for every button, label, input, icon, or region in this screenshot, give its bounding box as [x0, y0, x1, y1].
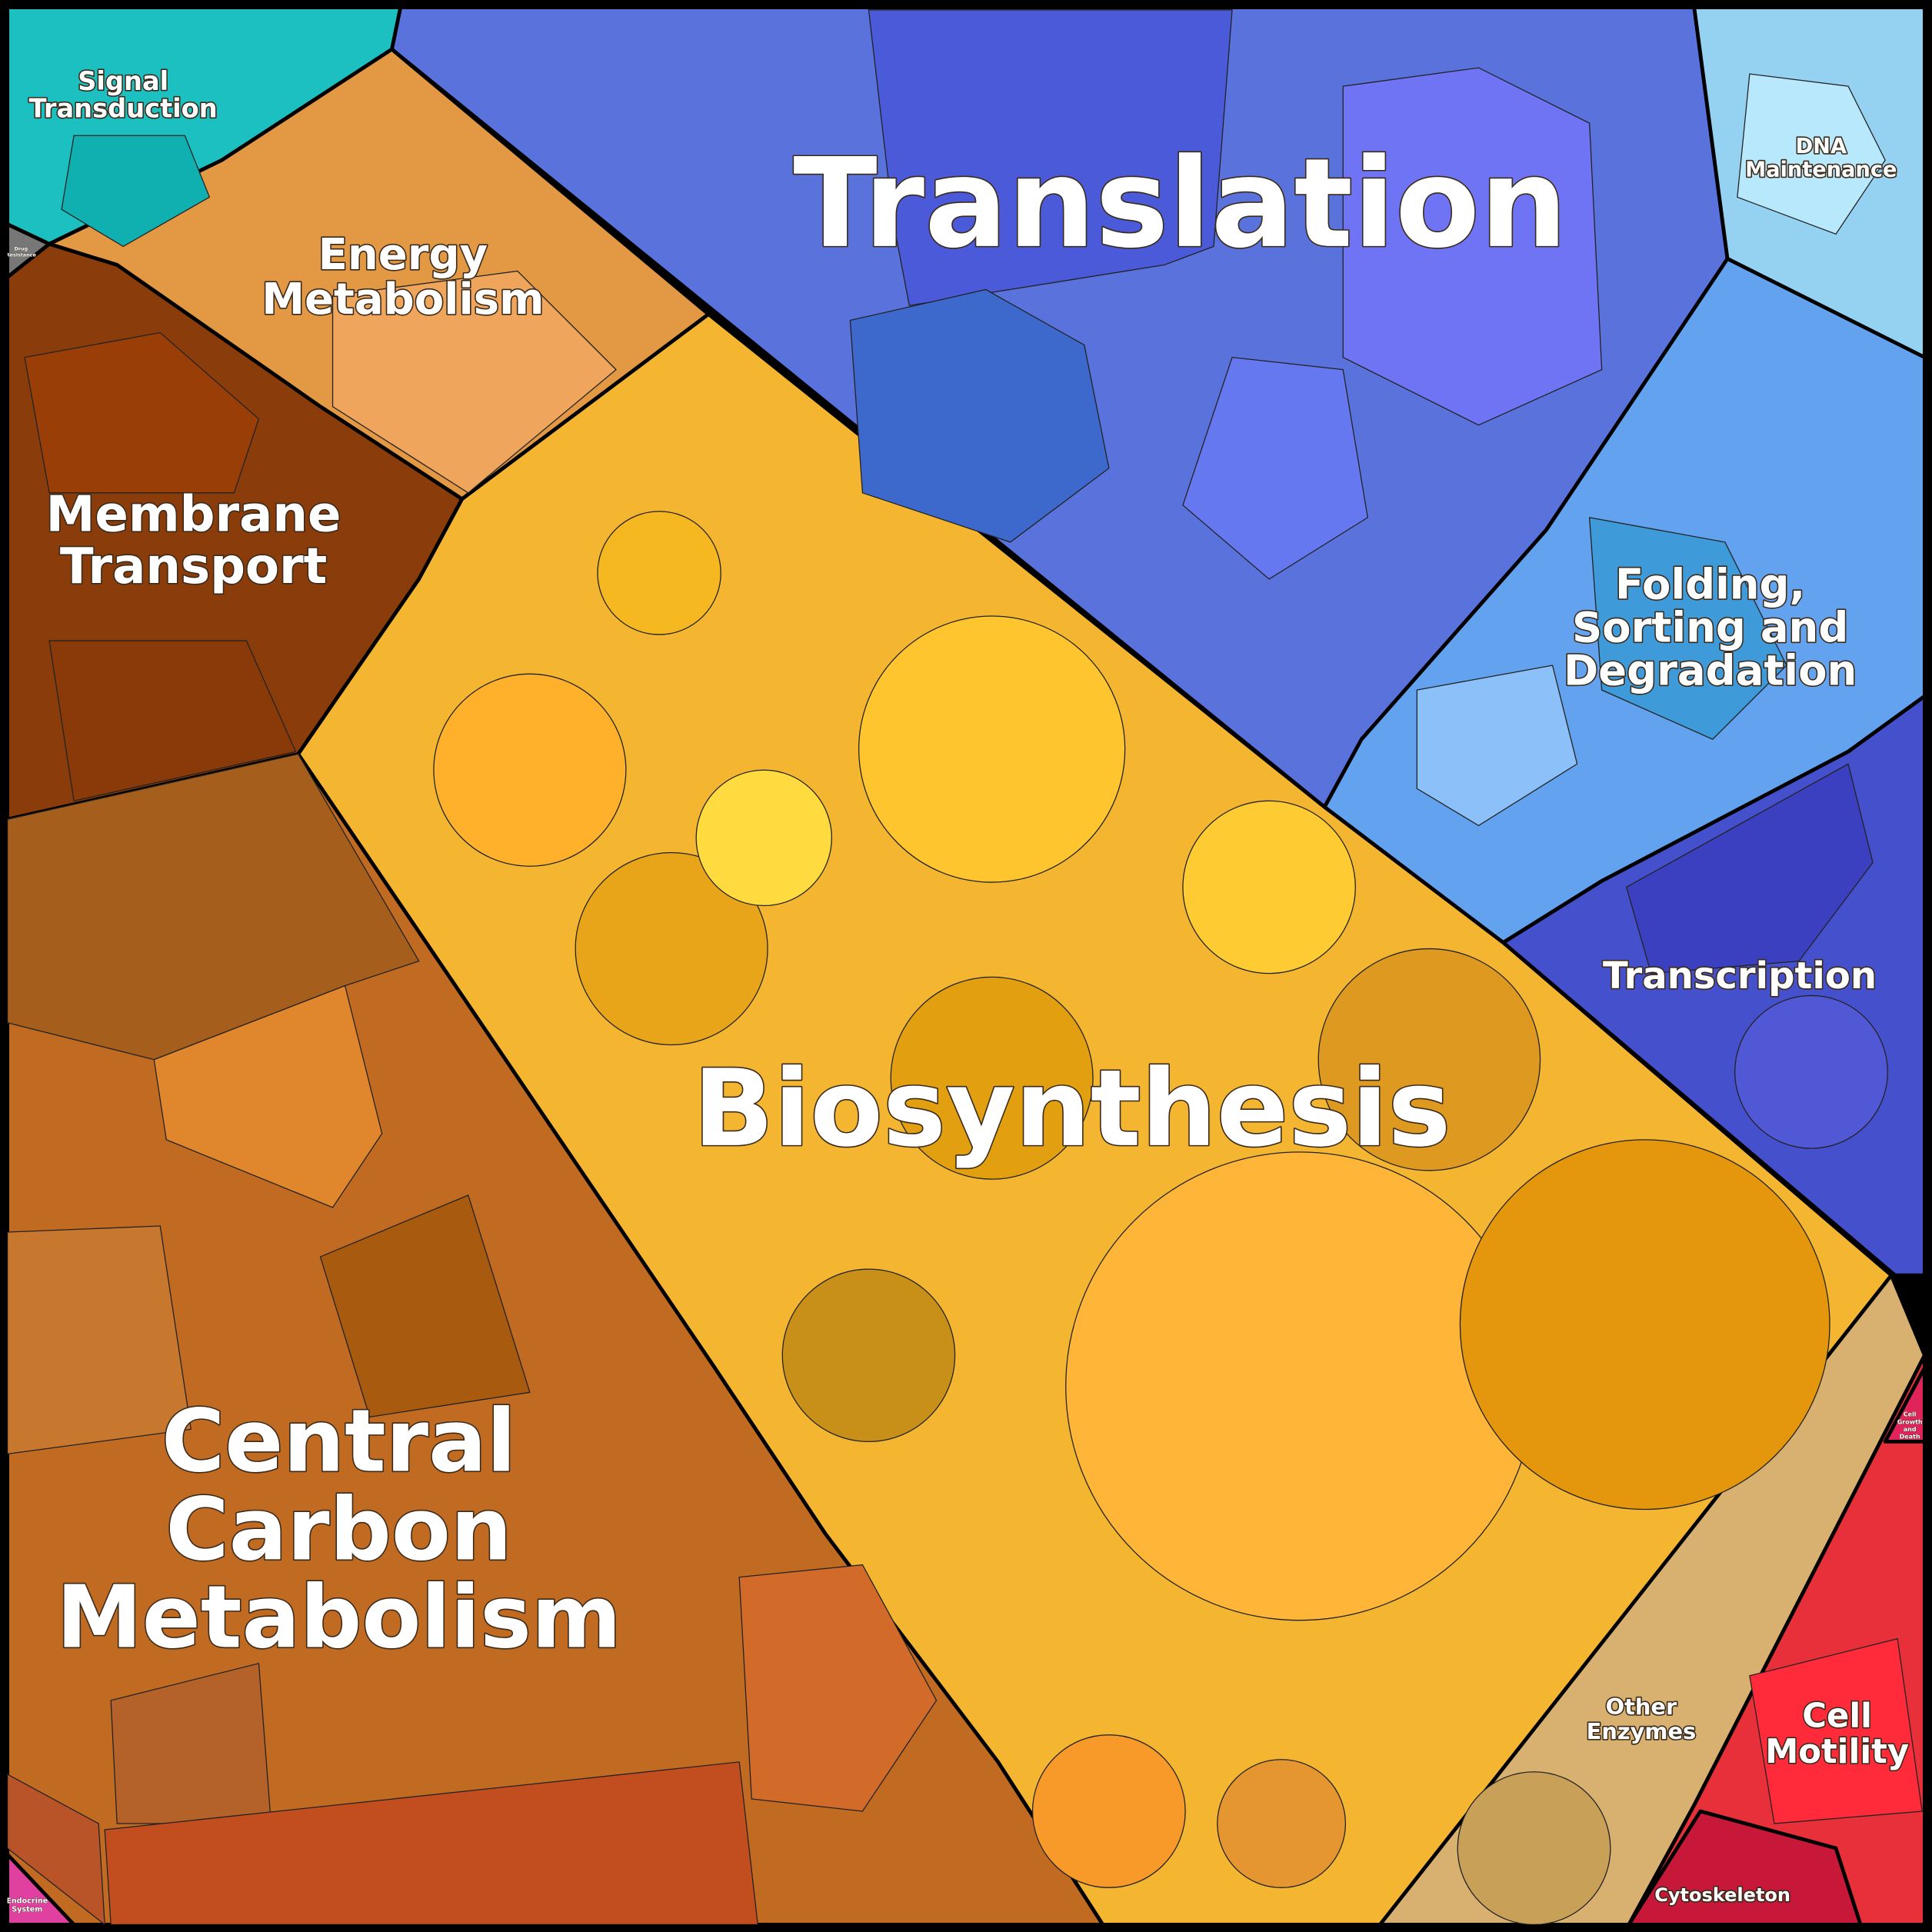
region-label: DNA	[1796, 135, 1847, 158]
region-label: Cell	[1904, 1411, 1917, 1418]
cell	[849, 288, 1110, 543]
region-label: Sorting and	[1572, 602, 1848, 651]
region-label: Translation	[793, 132, 1567, 275]
cell	[1457, 1771, 1611, 1926]
region-label: Cell	[1802, 1697, 1872, 1736]
cell	[1342, 67, 1603, 426]
cell	[1749, 1637, 1923, 1824]
region-label: Transcription	[1603, 954, 1877, 998]
cell	[1217, 1759, 1347, 1888]
region-label: Metabolism	[261, 275, 544, 325]
region-label: and	[1904, 1426, 1917, 1433]
cell	[890, 976, 1094, 1180]
cell	[1737, 73, 1886, 235]
region-label: Biosynthesis	[693, 1048, 1451, 1171]
cell	[153, 984, 383, 1208]
region-label: Transduction	[29, 93, 218, 123]
cell	[1734, 994, 1888, 1149]
region-label: Carbon	[165, 1481, 511, 1581]
cell	[738, 1564, 938, 1812]
cell	[1317, 948, 1541, 1171]
cell	[695, 769, 833, 907]
cell	[433, 673, 627, 867]
region-label: Enzymes	[1587, 1718, 1697, 1744]
cell	[319, 1194, 531, 1418]
region-label: Signal	[78, 66, 168, 96]
region-label: Transport	[60, 538, 327, 595]
cell	[61, 135, 211, 248]
region-label: Motility	[1765, 1733, 1909, 1771]
cell	[331, 270, 617, 494]
region-label: System	[12, 1906, 42, 1914]
region-label: Growth	[1897, 1418, 1923, 1425]
region-label: Death	[1900, 1433, 1920, 1440]
cell	[1416, 665, 1578, 827]
region-label: Metabolism	[56, 1567, 621, 1667]
cell	[1459, 1139, 1830, 1511]
region-label: Energy	[318, 230, 488, 280]
cell	[597, 511, 721, 635]
cell	[575, 851, 768, 1046]
region-label: Central	[162, 1391, 516, 1491]
region-label: Membrane	[46, 487, 341, 544]
cell	[48, 640, 297, 802]
region-label: Drug	[14, 246, 28, 252]
region-label: Endocrine	[6, 1897, 48, 1905]
region-label: Cytoskeleton	[1654, 1884, 1790, 1906]
cell	[858, 615, 1126, 883]
cell	[1065, 1151, 1535, 1621]
cell	[868, 9, 1233, 307]
cell	[1031, 1734, 1186, 1888]
region-label: Maintenance	[1745, 158, 1897, 182]
region-label: Folding,	[1615, 559, 1805, 608]
cell	[24, 331, 260, 494]
cell	[1625, 763, 1874, 974]
cell	[1588, 517, 1787, 740]
cell	[1182, 800, 1356, 974]
cell	[781, 1268, 956, 1443]
region-label: Resistance	[6, 252, 37, 258]
region-label: Degradation	[1564, 646, 1857, 695]
cell	[1182, 356, 1368, 580]
region-label: Other	[1606, 1694, 1677, 1720]
